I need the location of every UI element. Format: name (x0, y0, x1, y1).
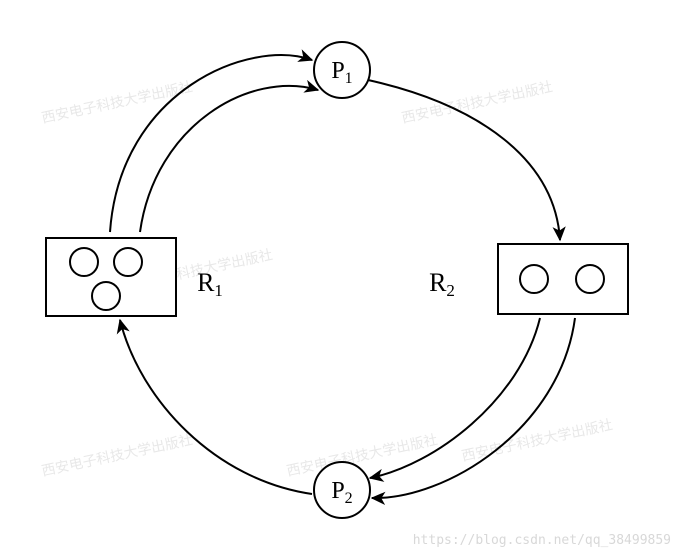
edge-r2-to-p2-inner (370, 318, 540, 478)
resource-node-r2 (498, 244, 628, 314)
r1-label: R1 (197, 268, 223, 300)
edge-r1-to-p1-inner (140, 86, 318, 232)
resource-instance-r2-0 (520, 265, 548, 293)
resource-instance-r1-0 (70, 248, 98, 276)
edge-r1-to-p1-outer (110, 55, 312, 232)
r2-label: R2 (429, 268, 455, 300)
edge-p1-to-r2 (368, 80, 560, 240)
resource-instance-r1-2 (92, 282, 120, 310)
resource-instance-r1-1 (114, 248, 142, 276)
edge-p2-to-r1 (120, 320, 312, 494)
resource-instance-r2-1 (576, 265, 604, 293)
diagram-canvas: P1P2R1R2 (0, 0, 681, 552)
edge-r2-to-p2-outer (372, 318, 575, 498)
